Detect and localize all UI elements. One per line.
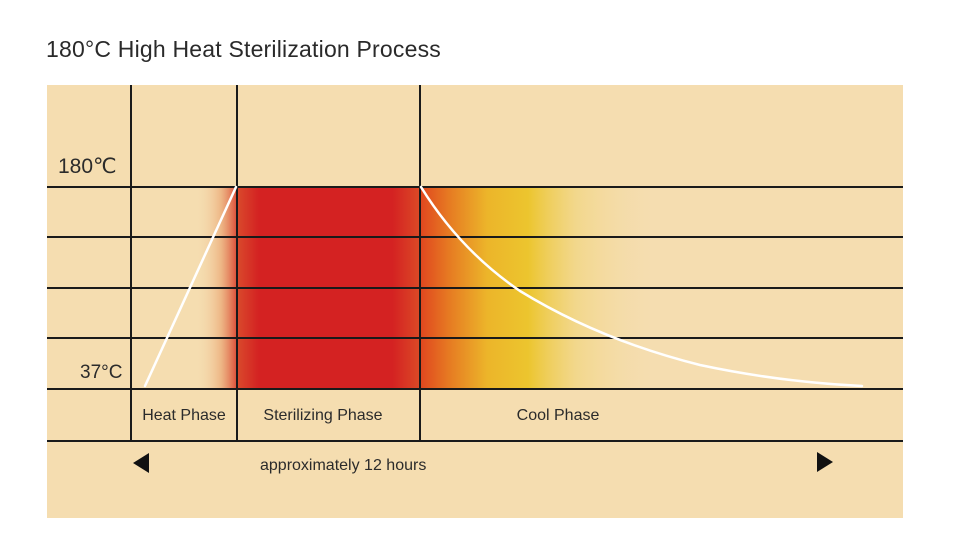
vertical-grid-lines — [130, 85, 421, 441]
phase-label-cool: Cool Phase — [517, 407, 600, 424]
triangle-left-icon — [133, 453, 149, 473]
page-title: 180°C High Heat Sterilization Process — [46, 36, 441, 62]
temperature-curve — [143, 185, 864, 388]
duration-label: approximately 12 hours — [260, 457, 426, 474]
horizontal-grid-lines — [47, 186, 903, 442]
phase-label-sterilizing: Sterilizing Phase — [263, 407, 382, 424]
temp-label-bottom: 37°C — [80, 362, 122, 383]
triangle-right-icon — [817, 452, 833, 472]
temp-label-top: 180℃ — [58, 155, 117, 178]
phase-label-heat: Heat Phase — [142, 407, 226, 424]
